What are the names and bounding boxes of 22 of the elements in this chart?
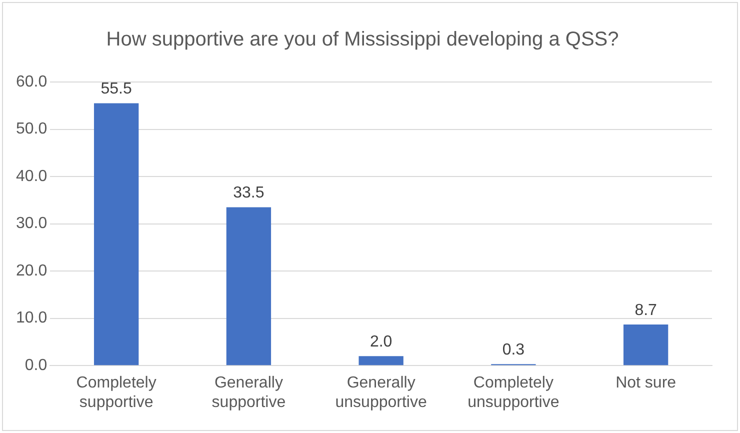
data-label: 33.5 bbox=[233, 184, 264, 202]
x-tick-label: Generally supportive bbox=[212, 374, 286, 411]
chart-title: How supportive are you of Mississippi developing a QSS? bbox=[106, 28, 619, 51]
bar bbox=[623, 324, 668, 366]
x-tick-label: Completely supportive bbox=[76, 374, 156, 411]
data-label: 2.0 bbox=[370, 334, 392, 351]
bar bbox=[358, 356, 404, 366]
x-tick-label: Completely unsupportive bbox=[468, 374, 560, 411]
data-label: 55.5 bbox=[100, 80, 132, 98]
data-label: 8.7 bbox=[634, 302, 658, 319]
y-tick-label: 40.0 bbox=[16, 168, 48, 185]
x-tick-label: Generally unsupportive bbox=[335, 374, 427, 411]
x-tick-label: Not sure bbox=[616, 374, 676, 392]
y-tick-label: 60.0 bbox=[16, 73, 48, 90]
y-tick-label: 50.0 bbox=[16, 120, 48, 138]
y-tick-label: 0.0 bbox=[24, 357, 48, 374]
data-label: 0.3 bbox=[502, 342, 525, 359]
bar bbox=[94, 103, 139, 366]
y-tick-label: 20.0 bbox=[16, 262, 48, 280]
y-tick-label: 10.0 bbox=[16, 310, 48, 327]
y-tick-label: 30.0 bbox=[16, 215, 48, 232]
bar bbox=[226, 207, 272, 366]
